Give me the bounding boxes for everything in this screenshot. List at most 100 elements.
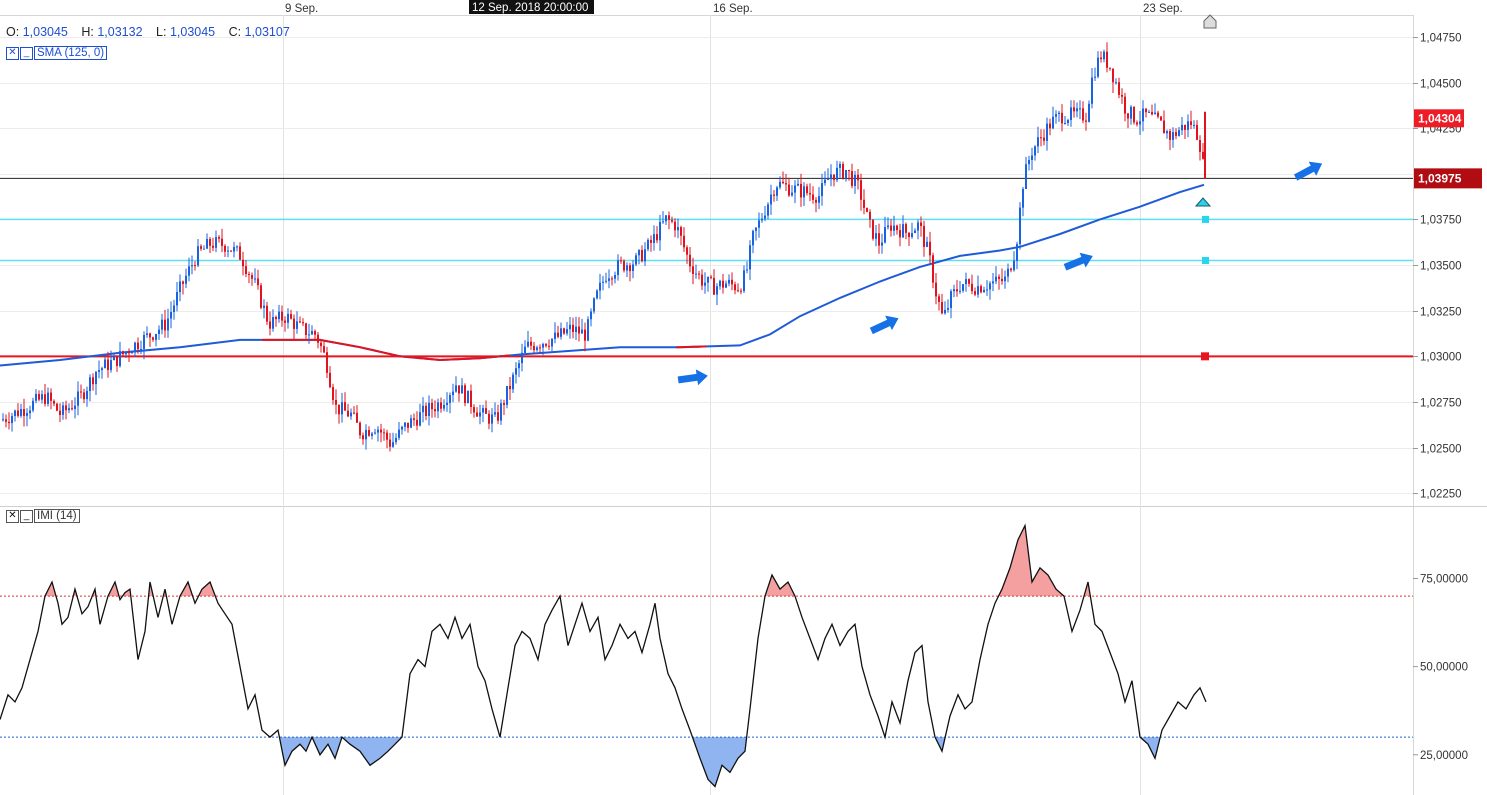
sma-indicator-tag: ✕ _ SMA (125, 0) (6, 46, 108, 60)
candle-body (812, 194, 814, 200)
candle-body (41, 394, 43, 400)
candle-body (1199, 140, 1201, 152)
candle-body (692, 266, 694, 274)
candle-body (662, 221, 664, 223)
candle-body (431, 403, 433, 410)
candle-body (266, 305, 268, 322)
candle-body (1187, 121, 1189, 130)
candle-body (650, 239, 652, 243)
candle-body (758, 220, 760, 228)
candle-body (50, 392, 52, 401)
candle-body (26, 413, 28, 416)
candle-body (569, 324, 571, 330)
candle-body (920, 222, 922, 226)
candle-body (872, 219, 874, 239)
candle-body (677, 227, 679, 231)
sma-remove-icon[interactable]: ✕ (6, 46, 19, 60)
candle-body (17, 410, 19, 416)
candle-body (119, 351, 121, 366)
candle-body (1130, 106, 1132, 119)
candle-body (110, 360, 112, 371)
candle-body (599, 282, 601, 291)
candle-body (1172, 132, 1174, 140)
candle-body (830, 174, 832, 180)
candle-body (710, 276, 712, 278)
imi-remove-icon[interactable]: ✕ (6, 509, 19, 523)
candle-body (863, 199, 865, 208)
imi-overbought-fill (45, 582, 56, 597)
candle-body (302, 322, 304, 324)
candle-body (1061, 112, 1063, 124)
candle-body (176, 292, 178, 306)
candle-body (767, 204, 769, 216)
candle-body (875, 233, 877, 239)
candle-body (740, 290, 742, 292)
price-tick-label: 1,02750 (1420, 398, 1462, 410)
imi-tick-label: 25,00000 (1420, 750, 1468, 762)
sma-minimize-icon[interactable]: _ (20, 46, 33, 60)
candle-body (5, 419, 7, 422)
candle-body (101, 368, 103, 371)
candle-body (866, 207, 868, 212)
candle-body (1031, 155, 1033, 160)
candle-body (965, 279, 967, 285)
candle-body (23, 409, 25, 416)
candle-body (680, 227, 682, 236)
candle-body (752, 230, 754, 246)
arrow-shape (677, 369, 708, 386)
imi-indicator-label[interactable]: IMI (14) (34, 509, 80, 523)
candle-body (971, 283, 973, 292)
imi-minimize-icon[interactable]: _ (20, 509, 33, 523)
candle-body (1064, 123, 1066, 124)
candle-body (1181, 124, 1183, 131)
candle-body (590, 311, 592, 320)
imi-overbought-fill (122, 589, 131, 597)
imi-line (0, 523, 1207, 788)
sma-indicator-label[interactable]: SMA (125, 0) (34, 46, 108, 60)
candle-body (890, 225, 892, 231)
candle-body (668, 215, 670, 220)
candle-body (1076, 108, 1078, 112)
candle-body (344, 402, 346, 411)
candle-body (275, 317, 277, 320)
candle-body (1040, 137, 1042, 139)
candle-body (764, 215, 766, 219)
candle-body (989, 283, 991, 290)
candle-body (62, 405, 64, 415)
candle-body (791, 192, 793, 196)
candle-body (848, 170, 850, 172)
candle-body (647, 239, 649, 250)
candle-body (656, 234, 658, 241)
candle-body (179, 281, 181, 292)
candle-body (455, 385, 457, 392)
candle-body (368, 430, 370, 436)
candle-body (416, 419, 418, 426)
sma-line-red-segment (329, 340, 511, 362)
candle-body (77, 391, 79, 406)
candle-body (335, 400, 337, 405)
close-value: 1,03107 (244, 25, 290, 39)
candle-body (1073, 107, 1075, 112)
candle-body (1010, 268, 1012, 271)
candle-body (836, 167, 838, 181)
candle-body (1058, 112, 1060, 114)
candle-body (347, 410, 349, 417)
candle-body (566, 329, 568, 334)
candle-body (686, 247, 688, 255)
candle-body (464, 385, 466, 404)
candle-body (1007, 268, 1009, 277)
candle-body (860, 180, 862, 200)
support-line-handle (1201, 352, 1209, 361)
candle-body (1106, 51, 1108, 68)
candle-body (533, 345, 535, 351)
candle-body (782, 181, 784, 184)
candle-body (575, 326, 577, 332)
open-label: O: (6, 25, 20, 39)
candle-body (602, 281, 604, 283)
date-label: 16 Sep. (713, 3, 753, 15)
candle-body (86, 390, 88, 400)
candle-body (869, 211, 871, 220)
candle-body (1133, 106, 1135, 123)
candle-body (854, 174, 856, 186)
